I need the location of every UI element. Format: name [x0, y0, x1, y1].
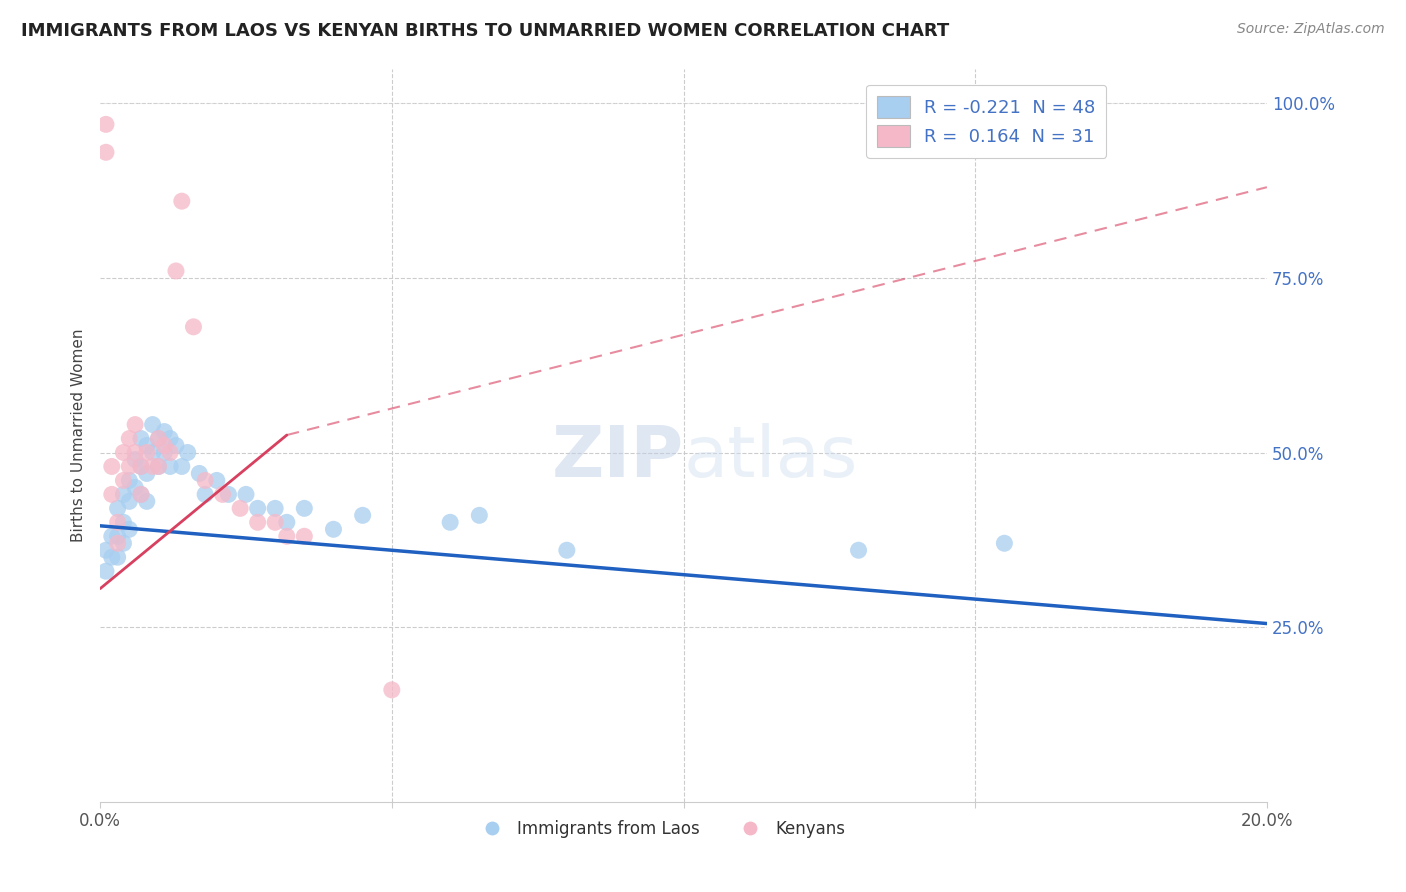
Point [276, 529, 298, 543]
Point [129, 459, 152, 474]
Point [112, 445, 135, 459]
Text: IMMIGRANTS FROM LAOS VS KENYAN BIRTHS TO UNMARRIED WOMEN CORRELATION CHART: IMMIGRANTS FROM LAOS VS KENYAN BIRTHS TO… [21, 22, 949, 40]
Point [194, 474, 217, 488]
Point [165, 438, 187, 452]
Point [170, 194, 193, 209]
Point [124, 445, 146, 459]
Point [183, 319, 205, 334]
Point [246, 516, 269, 530]
Point [153, 425, 176, 439]
Point [135, 438, 157, 452]
Point [352, 508, 374, 523]
Point [148, 432, 170, 446]
Point [94, 564, 117, 578]
Point [217, 487, 239, 501]
Point [159, 459, 181, 474]
Point [107, 501, 129, 516]
Point [124, 452, 146, 467]
Point [107, 536, 129, 550]
Point [235, 487, 257, 501]
Point [188, 467, 211, 481]
Point [194, 487, 217, 501]
Point [112, 487, 135, 501]
Point [129, 432, 152, 446]
Point [142, 445, 165, 459]
Point [142, 459, 165, 474]
Point [142, 417, 165, 432]
Point [107, 550, 129, 565]
Point [229, 501, 252, 516]
Point [165, 264, 187, 278]
Point [94, 543, 117, 558]
Point [176, 445, 198, 459]
Point [276, 516, 298, 530]
Point [153, 445, 176, 459]
Point [118, 494, 141, 508]
Point [124, 417, 146, 432]
Point [205, 474, 228, 488]
Point [555, 543, 578, 558]
Point [135, 445, 157, 459]
Text: ZIP: ZIP [551, 423, 683, 491]
Point [101, 459, 124, 474]
Point [468, 508, 491, 523]
Y-axis label: Births to Unmarried Women: Births to Unmarried Women [72, 328, 86, 541]
Point [101, 550, 124, 565]
Point [101, 529, 124, 543]
Point [211, 487, 233, 501]
Text: Source: ZipAtlas.com: Source: ZipAtlas.com [1237, 22, 1385, 37]
Point [170, 459, 193, 474]
Point [292, 529, 315, 543]
Point [148, 459, 170, 474]
Point [381, 682, 404, 697]
Point [246, 501, 269, 516]
Point [848, 543, 870, 558]
Point [94, 145, 117, 160]
Point [112, 474, 135, 488]
Point [118, 459, 141, 474]
Point [264, 501, 287, 516]
Point [129, 487, 152, 501]
Point [118, 432, 141, 446]
Legend: Immigrants from Laos, Kenyans: Immigrants from Laos, Kenyans [468, 814, 852, 845]
Point [264, 516, 287, 530]
Point [129, 459, 152, 474]
Point [292, 501, 315, 516]
Point [129, 487, 152, 501]
Point [94, 117, 117, 131]
Point [322, 522, 344, 536]
Point [135, 467, 157, 481]
Point [107, 516, 129, 530]
Point [118, 522, 141, 536]
Point [101, 487, 124, 501]
Point [107, 529, 129, 543]
Point [124, 480, 146, 494]
Point [148, 432, 170, 446]
Point [112, 536, 135, 550]
Point [112, 516, 135, 530]
Point [159, 445, 181, 459]
Text: atlas: atlas [683, 423, 858, 491]
Point [148, 459, 170, 474]
Point [118, 474, 141, 488]
Point [153, 438, 176, 452]
Point [993, 536, 1015, 550]
Point [135, 494, 157, 508]
Point [439, 516, 461, 530]
Point [159, 432, 181, 446]
